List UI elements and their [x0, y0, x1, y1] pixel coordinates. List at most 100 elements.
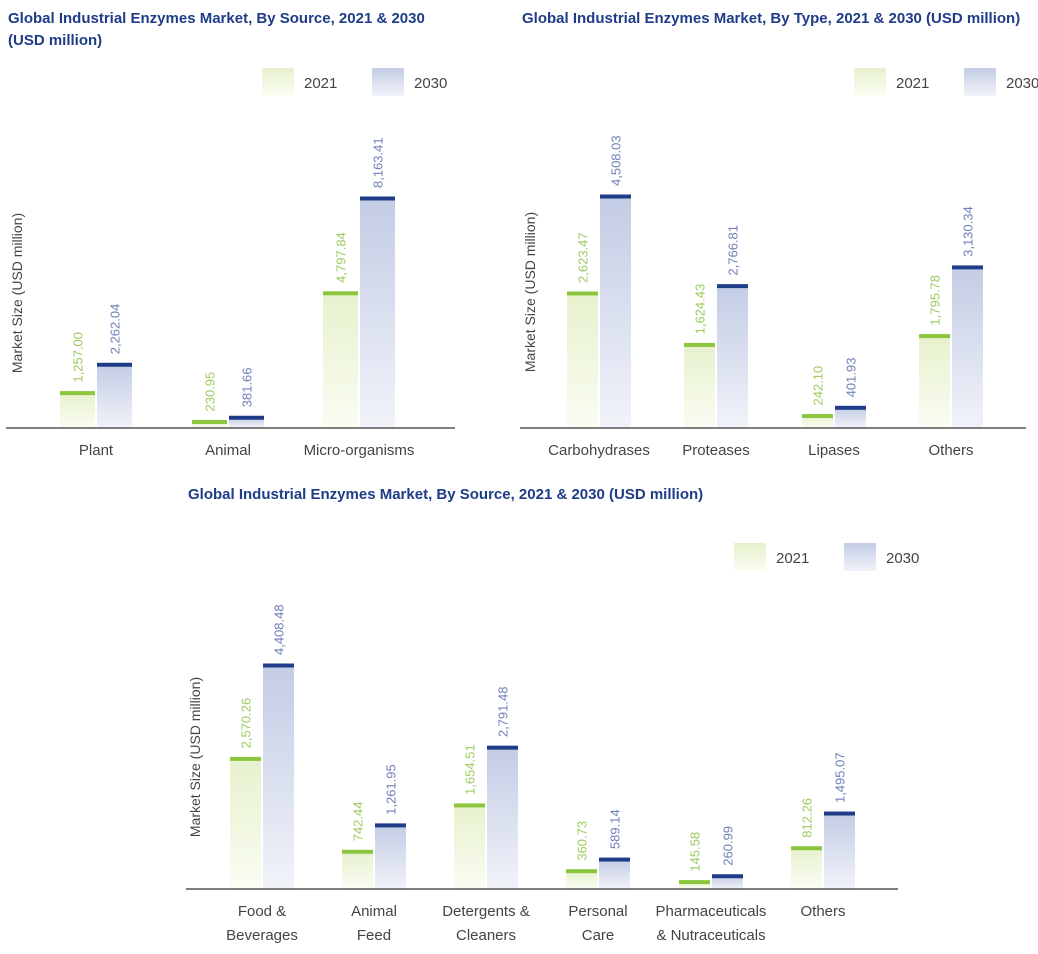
value-label-lipases-2030: 401.93: [844, 358, 859, 398]
chart-title-application: Global Industrial Enzymes Market, By Sou…: [188, 486, 704, 503]
legend: 2021 2030: [262, 68, 447, 96]
bar-plant-2030: [97, 364, 132, 428]
chart-title-type: Global Industrial Enzymes Market, By Typ…: [522, 10, 1021, 27]
value-label-animal-2030: 381.66: [240, 367, 255, 407]
bar-carbohydrases-2021: [567, 292, 598, 428]
bar-cap-pharmaceuticals-nutraceuticals-2021: [679, 880, 710, 885]
bar-plant-2021: [60, 392, 95, 428]
value-label-detergents-cleaners-2021: 1,654.51: [463, 744, 478, 795]
bar-carbohydrases-2030: [600, 196, 631, 428]
plot-area: 2021 2030 Market Size (USD million) 2,623.4…: [520, 68, 1038, 459]
bar-cap-micro-organisms-2021: [323, 291, 358, 296]
legend-label-2021: 2021: [776, 550, 809, 567]
value-label-personal-care-2030: 589.14: [608, 809, 623, 849]
tick-label-food-beverages: Food & Beverages: [226, 903, 298, 944]
legend: 2021 2030: [734, 543, 919, 571]
bar-food-beverages-2030: [263, 665, 294, 889]
bar-cap-others-2030: [952, 265, 983, 270]
bar-proteases-2021: [684, 344, 715, 428]
bar-cap-others-2030: [824, 811, 855, 816]
legend-swatch-2021: [734, 543, 766, 571]
tick-label-personal-care: Personal Care: [568, 903, 627, 944]
value-label-personal-care-2021: 360.73: [575, 821, 590, 861]
bar-cap-pharmaceuticals-nutraceuticals-2030: [712, 874, 743, 879]
bar-pharmaceuticals-nutraceuticals-2030: [712, 875, 743, 889]
legend-label-2030: 2030: [1006, 75, 1038, 92]
y-axis-label: Market Size (USD million): [522, 212, 538, 372]
bar-cap-micro-organisms-2030: [360, 196, 395, 201]
bar-others-2030: [952, 266, 983, 428]
bar-cap-proteases-2021: [684, 342, 715, 347]
tick-label-animal: Animal: [205, 442, 251, 459]
bar-proteases-2030: [717, 285, 748, 428]
bar-detergents-cleaners-2021: [454, 804, 485, 889]
bar-cap-animal-2021: [192, 419, 227, 424]
bar-cap-food-beverages-2030: [263, 663, 294, 668]
value-label-plant-2021: 1,257.00: [71, 332, 86, 383]
value-label-food-beverages-2021: 2,570.26: [239, 698, 254, 749]
value-label-carbohydrases-2021: 2,623.47: [576, 232, 591, 283]
tick-label-others: Others: [800, 903, 845, 920]
legend-label-2030: 2030: [414, 75, 447, 92]
value-label-pharmaceuticals-nutraceuticals-2030: 260.99: [721, 826, 736, 866]
tick-label-others: Others: [928, 442, 973, 459]
plot-area: 2021 2030 Market Size (USD million) 2,570.2…: [186, 543, 919, 944]
bar-personal-care-2030: [599, 859, 630, 889]
value-label-carbohydrases-2030: 4,508.03: [609, 135, 624, 186]
legend-label-2021: 2021: [304, 75, 337, 92]
tick-label-lipases: Lipases: [808, 442, 860, 459]
bar-animal-feed-2021: [342, 851, 373, 889]
bar-others-2021: [791, 847, 822, 889]
legend-label-2021: 2021: [896, 75, 929, 92]
value-label-others-2021: 812.26: [800, 798, 815, 838]
chart-title-source: Global Industrial Enzymes Market, By Sou…: [8, 10, 425, 49]
value-label-detergents-cleaners-2030: 2,791.48: [496, 687, 511, 738]
tick-label-detergents-cleaners: Detergents & Cleaners: [442, 903, 530, 944]
bar-pharmaceuticals-nutraceuticals-2021: [679, 881, 710, 889]
bar-animal-2021: [192, 421, 227, 428]
y-axis-label: Market Size (USD million): [187, 677, 203, 837]
legend-swatch-2030: [964, 68, 996, 96]
value-label-proteases-2030: 2,766.81: [726, 225, 741, 276]
bar-personal-care-2021: [566, 870, 597, 889]
bar-cap-lipases-2030: [835, 405, 866, 410]
value-label-animal-feed-2021: 742.44: [351, 802, 366, 842]
value-label-animal-feed-2030: 1,261.95: [384, 764, 399, 815]
legend-label-2030: 2030: [886, 550, 919, 567]
tick-label-pharmaceuticals-nutraceuticals: Pharmaceuticals & Nutraceuticals: [656, 903, 767, 944]
bar-animal-feed-2030: [375, 824, 406, 889]
bar-cap-personal-care-2030: [599, 857, 630, 862]
legend: 2021 2030: [854, 68, 1038, 96]
value-label-others-2030: 3,130.34: [961, 206, 976, 257]
value-label-others-2021: 1,795.78: [928, 275, 943, 326]
bar-cap-lipases-2021: [802, 414, 833, 419]
bar-cap-carbohydrases-2021: [567, 291, 598, 296]
bar-cap-animal-feed-2030: [375, 823, 406, 828]
bar-food-beverages-2021: [230, 758, 261, 889]
bar-lipases-2021: [802, 415, 833, 428]
value-label-plant-2030: 2,262.04: [108, 304, 123, 355]
bar-micro-organisms-2030: [360, 198, 395, 428]
y-axis-label: Market Size (USD million): [9, 213, 25, 373]
value-label-micro-organisms-2021: 4,797.84: [334, 232, 349, 283]
bar-cap-proteases-2030: [717, 284, 748, 289]
plot-area: 2021 2030 Market Size (USD million) 1,257.0…: [6, 68, 455, 459]
bar-others-2021: [919, 335, 950, 428]
value-label-animal-2021: 230.95: [203, 372, 218, 412]
legend-swatch-2030: [372, 68, 404, 96]
value-label-proteases-2021: 1,624.43: [693, 284, 708, 335]
bar-cap-animal-2030: [229, 415, 264, 420]
bar-animal-2030: [229, 417, 264, 428]
tick-label-animal-feed: Animal Feed: [351, 903, 397, 944]
legend-swatch-2030: [844, 543, 876, 571]
value-label-lipases-2021: 242.10: [811, 366, 826, 406]
bar-cap-detergents-cleaners-2030: [487, 745, 518, 750]
tick-label-carbohydrases: Carbohydrases: [548, 442, 650, 459]
bar-cap-plant-2021: [60, 391, 95, 396]
legend-swatch-2021: [262, 68, 294, 96]
bar-cap-animal-feed-2021: [342, 849, 373, 854]
bar-cap-food-beverages-2021: [230, 756, 261, 761]
bar-detergents-cleaners-2030: [487, 747, 518, 889]
